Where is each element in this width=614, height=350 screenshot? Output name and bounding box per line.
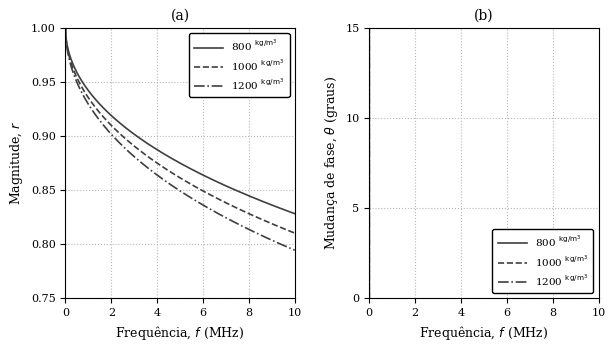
1000 $^{\mathrm{kg/m^3}}$ bbox=[276, 225, 284, 229]
1200 $^{\mathrm{kg/m^3}}$ bbox=[107, 131, 114, 135]
Line: 1000 $^{\mathrm{kg/m^3}}$: 1000 $^{\mathrm{kg/m^3}}$ bbox=[369, 0, 599, 299]
1000 $^{\mathrm{kg/m^3}}$ bbox=[62, 26, 69, 30]
800 $^{\mathrm{kg/m^3}}$ bbox=[276, 206, 284, 210]
800 $^{\mathrm{kg/m^3}}$ bbox=[291, 211, 298, 216]
1200 $^{\mathrm{kg/m^3}}$ bbox=[220, 215, 228, 219]
800 $^{\mathrm{kg/m^3}}$ bbox=[268, 203, 276, 207]
800 $^{\mathrm{kg/m^3}}$ bbox=[62, 26, 69, 30]
1000 $^{\mathrm{kg/m^3}}$ bbox=[291, 231, 298, 235]
1000 $^{\mathrm{kg/m^3}}$ bbox=[274, 224, 282, 229]
1000 $^{\mathrm{kg/m^3}}$ bbox=[365, 296, 373, 301]
1200 $^{\mathrm{kg/m^3}}$ bbox=[291, 248, 298, 252]
1200 $^{\mathrm{kg/m^3}}$ bbox=[274, 241, 282, 245]
1000 $^{\mathrm{kg/m^3}}$ bbox=[268, 222, 276, 226]
1200 $^{\mathrm{kg/m^3}}$ bbox=[268, 238, 276, 243]
Title: (a): (a) bbox=[171, 8, 190, 22]
1200 $^{\mathrm{kg/m^3}}$ bbox=[365, 296, 373, 301]
Line: 1200 $^{\mathrm{kg/m^3}}$: 1200 $^{\mathrm{kg/m^3}}$ bbox=[369, 0, 599, 299]
1000 $^{\mathrm{kg/m^3}}$ bbox=[107, 122, 114, 127]
Line: 1000 $^{\mathrm{kg/m^3}}$: 1000 $^{\mathrm{kg/m^3}}$ bbox=[66, 28, 295, 233]
1000 $^{\mathrm{kg/m^3}}$ bbox=[220, 200, 228, 204]
Y-axis label: Magnitude, $r$: Magnitude, $r$ bbox=[9, 121, 25, 205]
800 $^{\mathrm{kg/m^3}}$ bbox=[107, 113, 114, 117]
X-axis label: Frequência, $f$ (MHz): Frequência, $f$ (MHz) bbox=[115, 324, 245, 342]
Y-axis label: Mudança de fase, $\theta$ (graus): Mudança de fase, $\theta$ (graus) bbox=[323, 76, 340, 250]
Title: (b): (b) bbox=[474, 8, 494, 22]
1200 $^{\mathrm{kg/m^3}}$ bbox=[276, 241, 284, 246]
Line: 1200 $^{\mathrm{kg/m^3}}$: 1200 $^{\mathrm{kg/m^3}}$ bbox=[66, 28, 295, 250]
Legend: 800 $^{\mathrm{kg/m^3}}$, 1000 $^{\mathrm{kg/m^3}}$, 1200 $^{\mathrm{kg/m^3}}$: 800 $^{\mathrm{kg/m^3}}$, 1000 $^{\mathr… bbox=[492, 229, 593, 293]
1200 $^{\mathrm{kg/m^3}}$ bbox=[62, 26, 69, 30]
800 $^{\mathrm{kg/m^3}}$ bbox=[365, 296, 373, 301]
Line: 800 $^{\mathrm{kg/m^3}}$: 800 $^{\mathrm{kg/m^3}}$ bbox=[369, 0, 599, 299]
800 $^{\mathrm{kg/m^3}}$ bbox=[220, 183, 228, 187]
1200 $^{\mathrm{kg/m^3}}$ bbox=[173, 186, 180, 190]
800 $^{\mathrm{kg/m^3}}$ bbox=[173, 159, 180, 163]
X-axis label: Frequência, $f$ (MHz): Frequência, $f$ (MHz) bbox=[419, 324, 548, 342]
1000 $^{\mathrm{kg/m^3}}$ bbox=[173, 173, 180, 177]
800 $^{\mathrm{kg/m^3}}$ bbox=[274, 205, 282, 210]
Legend: 800 $^{\mathrm{kg/m^3}}$, 1000 $^{\mathrm{kg/m^3}}$, 1200 $^{\mathrm{kg/m^3}}$: 800 $^{\mathrm{kg/m^3}}$, 1000 $^{\mathr… bbox=[188, 33, 290, 97]
Line: 800 $^{\mathrm{kg/m^3}}$: 800 $^{\mathrm{kg/m^3}}$ bbox=[66, 28, 295, 214]
